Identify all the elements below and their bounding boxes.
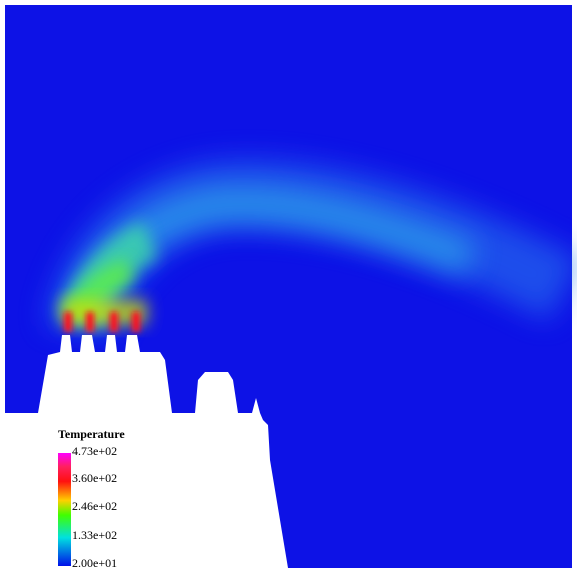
colorbar-label: 1.33e+02 (72, 528, 117, 542)
colorbar-gradient (58, 453, 71, 566)
colorbar-label: 4.73e+02 (72, 444, 117, 458)
colorbar-label: 3.60e+02 (72, 471, 117, 485)
simulation-view: Temperature 4.73e+02 3.60e+02 2.46e+02 1… (0, 0, 577, 573)
colorbar-title: Temperature (58, 427, 125, 441)
colorbar-label: 2.00e+01 (72, 556, 117, 570)
colorbar-label: 2.46e+02 (72, 499, 117, 513)
